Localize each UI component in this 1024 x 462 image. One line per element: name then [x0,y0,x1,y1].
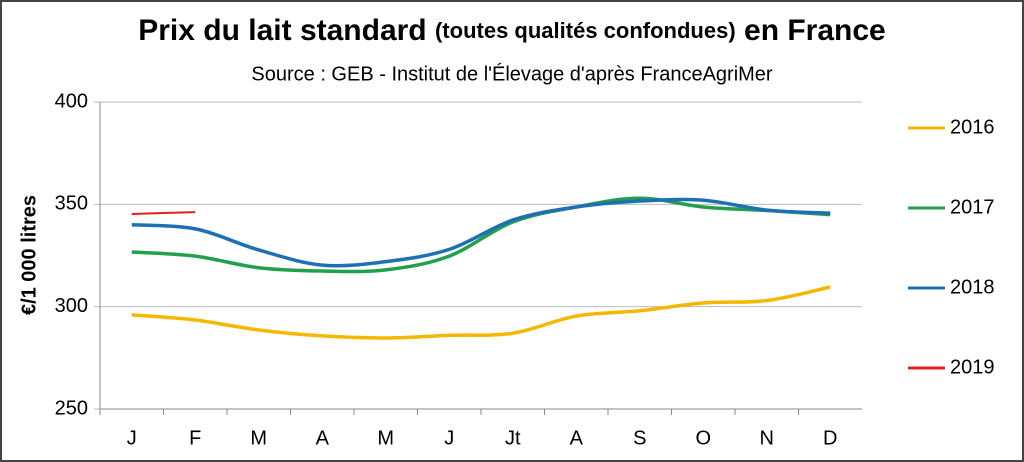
title-part: en France [744,14,886,47]
legend-label: 2016 [950,116,995,138]
series-line [131,196,831,274]
x-tick-label: M [377,427,394,449]
subtitle: Source : GEB - Institut de l'Élevage d'a… [251,62,773,85]
legend-label: 2018 [950,276,995,298]
series-line [131,285,831,340]
series-line [131,211,196,215]
y-tick-label: 350 [55,193,88,215]
x-tick-label: J [444,427,454,449]
legend-label: 2019 [950,356,995,378]
series-line [131,197,831,268]
legend-label: 2017 [950,196,995,218]
x-tick-label: S [633,427,646,449]
x-tick-label: D [823,427,837,449]
y-tick-label: 250 [55,397,88,419]
x-tick-label: J [127,427,137,449]
x-tick-label: N [760,427,774,449]
y-axis-label: €/1 000 litres [18,195,40,315]
chart-title: Prix du lait standard (toutes qualités c… [138,14,886,47]
x-tick-label: M [250,427,267,449]
x-tick-label: A [316,427,330,449]
x-tick-label: A [570,427,584,449]
x-tick-label: Jt [505,427,521,449]
title-part: Prix du lait standard [138,14,426,47]
y-tick-label: 400 [55,90,88,112]
title-part: (toutes qualités confondues) [435,18,736,43]
x-tick-label: O [695,427,711,449]
x-tick-label: F [189,427,201,449]
y-tick-label: 300 [55,295,88,317]
